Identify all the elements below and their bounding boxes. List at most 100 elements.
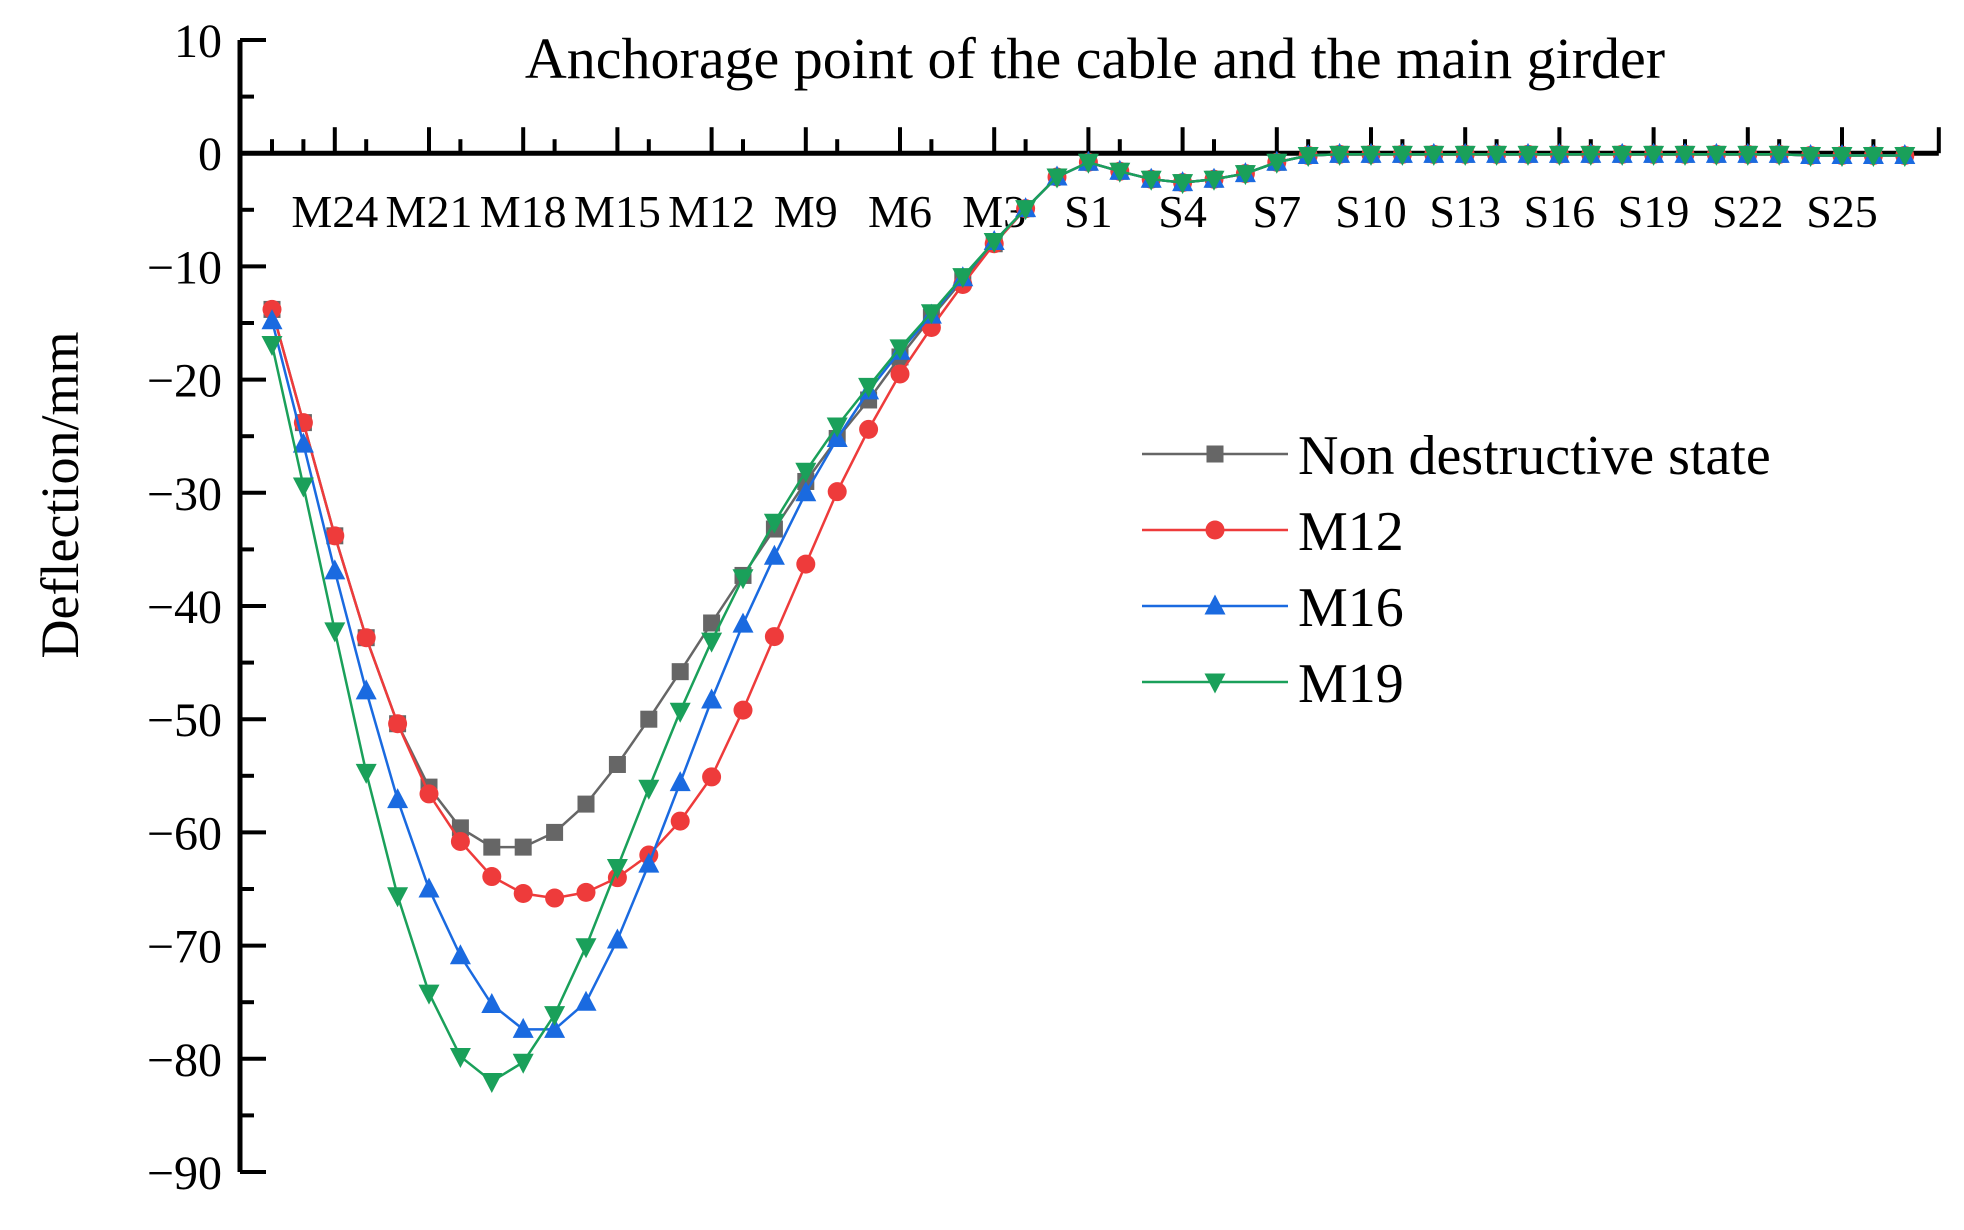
data-point [451, 819, 469, 837]
data-point [387, 887, 409, 908]
data-point [324, 622, 346, 643]
x-tick-label: S25 [1806, 186, 1878, 237]
series-line [270, 153, 1905, 1083]
data-point [481, 1072, 503, 1093]
data-point [1140, 170, 1162, 191]
data-point [733, 700, 753, 720]
data-point [732, 612, 754, 633]
data-point [261, 309, 283, 330]
data-point [1768, 145, 1790, 166]
y-tick-label: −30 [147, 468, 222, 521]
data-point [826, 417, 848, 438]
data-point [1015, 200, 1037, 221]
data-point [1391, 145, 1413, 166]
series-line [270, 153, 1905, 849]
data-point [1737, 145, 1759, 166]
data-point [1611, 145, 1633, 166]
data-point [576, 882, 596, 902]
x-tick-label: M9 [774, 186, 838, 237]
data-point [1077, 153, 1099, 174]
x-tick-label: S19 [1618, 186, 1690, 237]
data-point [1203, 170, 1225, 191]
data-point [606, 858, 628, 879]
data-point [1643, 145, 1665, 166]
data-point [640, 710, 658, 728]
x-tick-label: S22 [1712, 186, 1784, 237]
data-point [889, 339, 911, 360]
data-point [1109, 162, 1131, 183]
series-line [270, 153, 1905, 900]
x-tick-label: M18 [480, 186, 567, 237]
data-point [669, 771, 691, 792]
data-point [920, 304, 942, 325]
data-point [1862, 146, 1884, 167]
data-point [575, 938, 597, 959]
y-tick-label: −70 [147, 921, 222, 974]
data-point [983, 232, 1005, 253]
data-point [512, 1017, 534, 1038]
x-tick-label: S1 [1064, 186, 1113, 237]
data-point [483, 838, 501, 856]
data-point [450, 831, 470, 851]
data-point [513, 884, 533, 904]
legend-item: M12 [1142, 501, 1404, 563]
data-point [512, 1053, 534, 1074]
data-point [701, 632, 723, 653]
series-3 [261, 142, 1916, 1038]
data-point [544, 1017, 566, 1038]
data-point [355, 763, 377, 784]
data-point [702, 767, 722, 787]
data-point [324, 559, 346, 580]
legend-marker [1206, 445, 1224, 463]
data-point [514, 838, 532, 856]
data-point [1329, 145, 1351, 166]
x-tick-label: S7 [1253, 186, 1302, 237]
y-tick-label: −40 [147, 581, 222, 634]
data-point [763, 513, 785, 534]
x-tick-label: S16 [1524, 186, 1596, 237]
data-point [1800, 146, 1822, 167]
x-tick-label: S13 [1429, 186, 1501, 237]
legend-label: M12 [1298, 501, 1404, 563]
data-point [292, 477, 314, 498]
data-point [608, 755, 626, 773]
data-point [890, 364, 910, 384]
data-point [732, 569, 754, 590]
legend-marker [1204, 594, 1226, 615]
legend-label: Non destructive state [1298, 425, 1771, 487]
data-point [261, 336, 283, 357]
data-point [1266, 153, 1288, 174]
data-point [575, 990, 597, 1011]
x-tick-label: M24 [291, 186, 378, 237]
data-point [606, 928, 628, 949]
legend-item: M19 [1142, 653, 1404, 715]
x-tick-label: S4 [1158, 186, 1207, 237]
x-tick-label: S10 [1335, 186, 1407, 237]
data-point [546, 823, 564, 841]
data-point [544, 1006, 566, 1027]
data-point [545, 888, 565, 908]
data-point [418, 877, 440, 898]
data-point [1517, 145, 1539, 166]
data-point [481, 992, 503, 1013]
chart-title: Anchorage point of the cable and the mai… [525, 26, 1665, 91]
data-point [1423, 145, 1445, 166]
data-point [671, 663, 689, 681]
data-point [858, 377, 880, 398]
data-point [859, 419, 879, 439]
series-layer [261, 142, 1916, 1093]
data-point [1046, 168, 1068, 189]
x-tick-label: M15 [574, 186, 661, 237]
x-tick-label: M21 [386, 186, 473, 237]
data-point [638, 779, 660, 800]
x-tick-label: M6 [868, 186, 932, 237]
data-point [388, 714, 408, 734]
data-point [827, 482, 847, 502]
legend-marker [1205, 520, 1225, 540]
data-point [669, 702, 691, 723]
data-point [419, 784, 439, 804]
data-point [325, 526, 345, 546]
y-tick-label: −20 [147, 355, 222, 408]
legend-marker [1204, 673, 1226, 694]
y-tick-label: −10 [147, 241, 222, 294]
